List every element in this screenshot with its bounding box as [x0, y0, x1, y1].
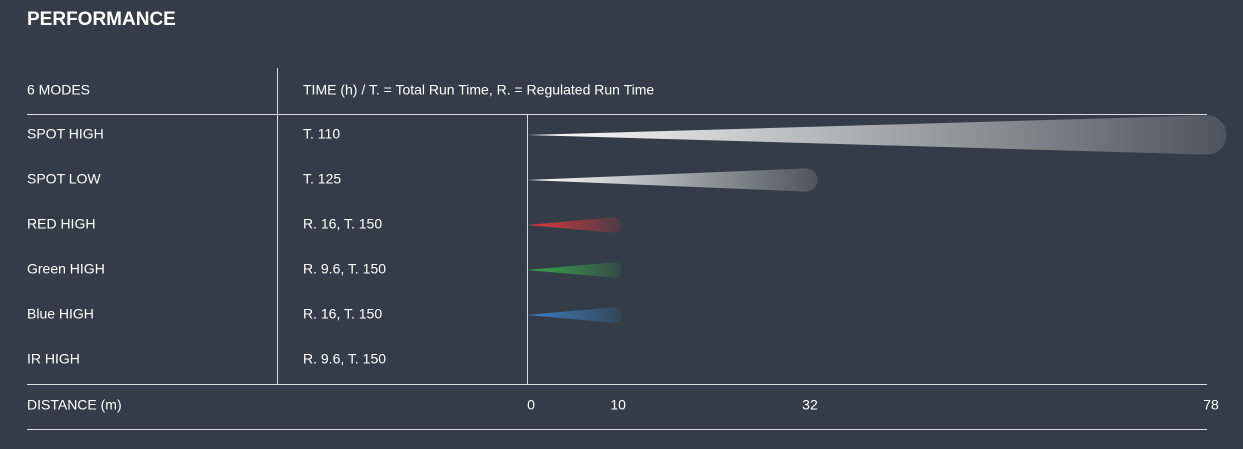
x-tick-label: 10	[610, 397, 626, 413]
title: PERFORMANCE	[27, 9, 176, 30]
x-axis-label: DISTANCE (m)	[27, 397, 122, 413]
time-label: T. 110	[303, 126, 340, 142]
mode-label: SPOT LOW	[27, 171, 101, 187]
mode-label: RED HIGH	[27, 216, 95, 232]
x-tick-label: 78	[1203, 397, 1219, 413]
column-header: 6 MODES	[27, 82, 90, 98]
time-label: R. 16, T. 150	[303, 216, 382, 232]
mode-label: Blue HIGH	[27, 306, 94, 322]
column-header: TIME (h) / T. = Total Run Time, R. = Reg…	[303, 82, 654, 98]
beam	[527, 168, 818, 192]
mode-label: SPOT HIGH	[27, 126, 104, 142]
beam	[527, 262, 622, 278]
time-label: R. 9.6, T. 150	[303, 261, 386, 277]
mode-label: Green HIGH	[27, 261, 105, 277]
x-tick-label: 0	[527, 397, 535, 413]
beam	[527, 115, 1227, 155]
time-label: R. 9.6, T. 150	[303, 351, 386, 367]
time-label: R. 16, T. 150	[303, 306, 382, 322]
x-tick-label: 32	[802, 397, 818, 413]
mode-label: IR HIGH	[27, 351, 80, 367]
beam	[527, 307, 622, 323]
time-label: T. 125	[303, 171, 341, 187]
beam	[527, 217, 622, 233]
